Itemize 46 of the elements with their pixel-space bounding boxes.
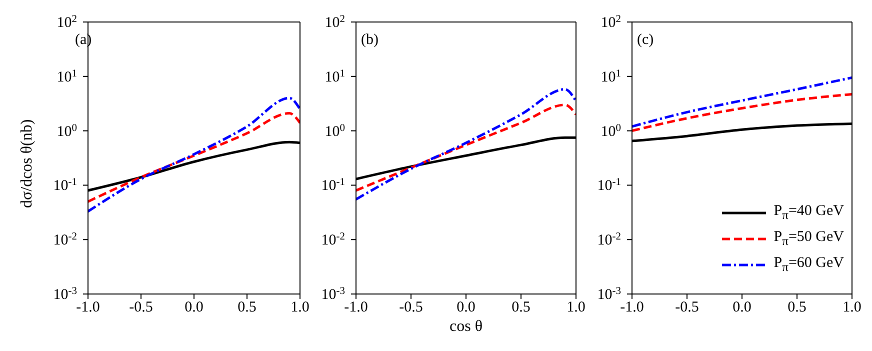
- x-tick-label: -0.5: [399, 300, 423, 316]
- x-axis-title: cos θ: [450, 318, 482, 335]
- y-tick-label: 10$^{-3}$: [321, 286, 345, 303]
- line-series: [88, 112, 300, 203]
- x-tick-label: 1.0: [566, 300, 586, 316]
- x-tick-label: -1.0: [344, 300, 368, 316]
- y-tick-label: 10$^{-1}$: [321, 176, 345, 194]
- line-series: [88, 96, 300, 213]
- annotation: (c): [637, 32, 654, 48]
- x-tick-label: -1.0: [620, 300, 644, 316]
- x-tick-label: -0.5: [675, 300, 699, 316]
- x-tick-label: 0.0: [732, 300, 752, 316]
- y-axis-title: dσ/dcos θ(nb): [18, 119, 36, 208]
- y-tick-label: 10$^{2}$: [324, 14, 345, 31]
- y-tick-label: 10$^{0}$: [324, 122, 345, 140]
- x-tick-label: 0.5: [788, 300, 806, 316]
- y-tick-label: 10$^{0}$: [600, 122, 621, 140]
- y-tick-label: 10$^{-3}$: [53, 286, 77, 303]
- y-tick-label: 10$^{-1}$: [53, 176, 77, 194]
- y-tick-label: 10$^{1}$: [600, 68, 621, 86]
- y-tick-label: 10$^{0}$: [56, 122, 77, 140]
- y-tick-label: 10$^{-3}$: [597, 286, 621, 303]
- x-tick-label: 1.0: [290, 300, 310, 316]
- legend-label: P$_{π}$=50 GeV: [774, 229, 844, 249]
- y-tick-label: 10$^{-1}$: [597, 176, 621, 194]
- x-tick-label: 0.0: [184, 300, 204, 316]
- y-tick-label: 10$^{1}$: [56, 68, 77, 86]
- line-series: [356, 104, 576, 192]
- legend-label: P$_{π}$=60 GeV: [774, 255, 844, 275]
- y-tick-label: 10$^{-2}$: [597, 231, 621, 249]
- line-series: [632, 76, 852, 128]
- y-tick-label: 10$^{-2}$: [53, 231, 77, 249]
- x-tick-label: -1.0: [76, 300, 100, 316]
- legend-label: P$_{π}$=40 GeV: [774, 203, 844, 223]
- x-tick-label: 0.0: [456, 300, 476, 316]
- x-tick-label: 1.0: [842, 300, 862, 316]
- y-tick-label: 10$^{2}$: [600, 14, 621, 31]
- y-tick-label: 10$^{-2}$: [321, 231, 345, 249]
- x-tick-label: -0.5: [129, 300, 153, 316]
- x-tick-label: 0.5: [512, 300, 530, 316]
- x-tick-label: 0.5: [238, 300, 256, 316]
- line-series: [356, 88, 576, 201]
- annotation: (b): [361, 32, 378, 48]
- y-tick-label: 10$^{1}$: [324, 68, 345, 86]
- line-series: [632, 92, 852, 132]
- y-tick-label: 10$^{2}$: [56, 14, 77, 31]
